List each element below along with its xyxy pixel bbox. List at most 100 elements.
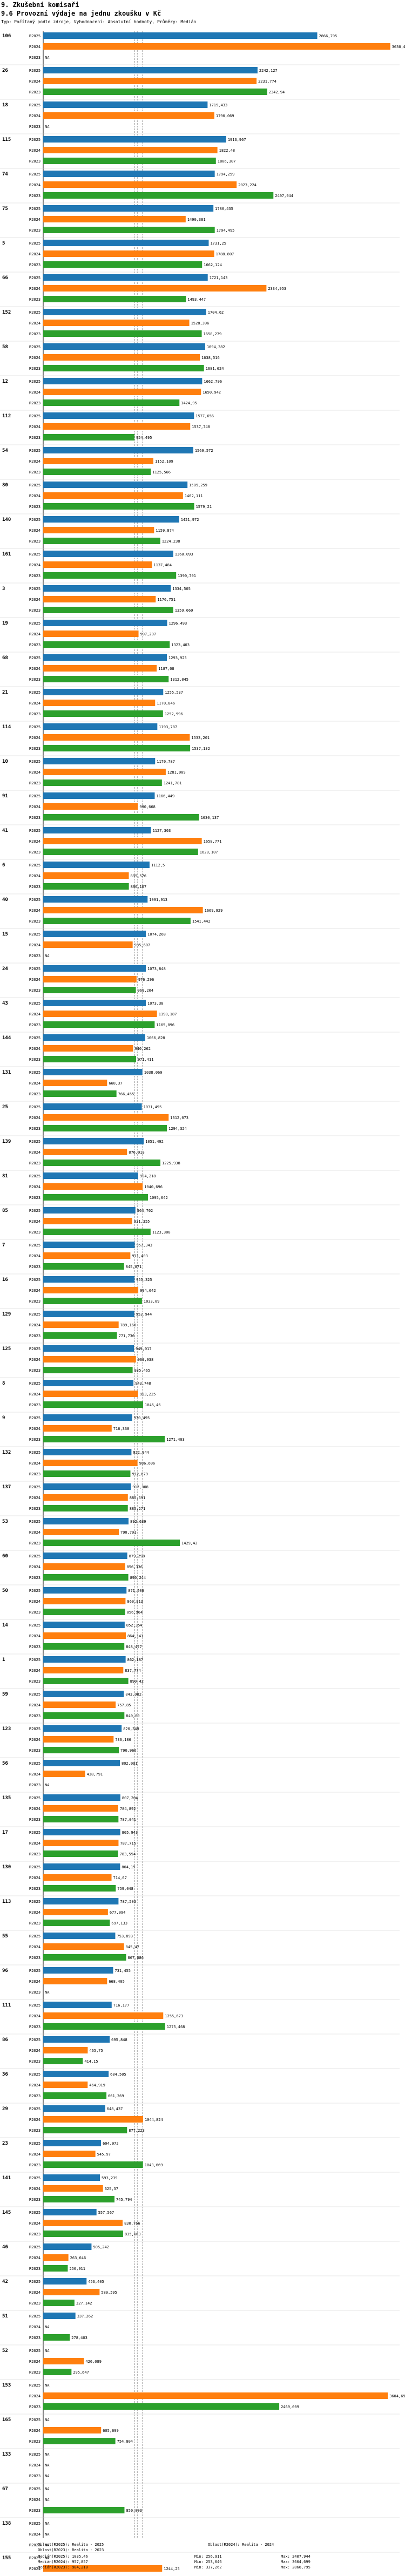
bar-value-label: 911,403 [132,1254,148,1258]
bar-r2025 [43,1345,134,1352]
bar-value-label: 1390,791 [178,574,196,578]
bar-value-label: 753,893 [117,1934,133,1938]
bar-value-label: 879,298 [129,1554,145,1558]
group-label: 138 [2,2521,11,2526]
bar-r2023 [43,2161,143,2168]
series-label: R2024 [29,1496,40,1500]
series-label: R2023 [29,677,40,682]
bar-value-label: 1252,996 [165,712,183,716]
series-label: R2024 [29,321,40,326]
series-label: R2023 [29,1438,40,1442]
series-label: R2023 [29,2198,40,2202]
group-label: 129 [2,1312,11,1317]
bar-value-label: 414,15 [84,2059,98,2064]
bar-value-label: 1704,62 [208,310,224,315]
bar-value-label: 845,871 [126,1265,142,1269]
bar-r2023 [43,227,215,233]
series-label: R2024 [29,943,40,947]
bar-r2024 [43,700,156,706]
bar-value-label: 1166,449 [156,794,174,798]
bar-value-label: 790,966 [120,1748,137,1753]
bar-r2023 [43,2334,70,2341]
bar-value-label: 766,455 [118,1092,134,1096]
bar-r2025 [43,1587,127,1594]
bar-r2025 [43,1829,120,1835]
bar-value-label: 1429,42 [181,1541,198,1545]
bar-value-label: 860,813 [127,1599,143,1604]
series-label: R2025 [29,172,40,177]
group-label: 60 [2,1554,8,1559]
bar-value-label: 1662,124 [204,263,222,267]
series-label: R2024 [29,632,40,636]
bar-r2025 [43,620,167,626]
bar-value-label: 876,913 [129,1150,145,1155]
bar-r2025 [43,2140,102,2146]
bar-value-label: 856,964 [127,1610,143,1615]
series-label: R2023 [29,1230,40,1235]
bar-value-label: 1137,484 [153,563,172,567]
series-label: R2024 [29,1219,40,1224]
bar-r2023 [43,1505,128,1511]
series-label: R2023 [29,539,40,544]
bar-r2023 [43,814,199,821]
series-label: R2023 [29,1023,40,1027]
series-label: R2025 [29,1278,40,1282]
bar-r2025 [43,274,208,281]
series-label: R2024 [29,528,40,533]
bar-r2024 [43,1805,118,1812]
max-r2025: Max: 2407,944 [281,2554,310,2559]
bar-r2023 [43,1367,133,1373]
min-r2023: Min: 337,262 [194,2565,222,2570]
bar-value-label: 784,892 [120,1807,136,1811]
group-label: 135 [2,1795,11,1801]
series-label: R2023 [29,194,40,198]
bar-value-label: 789,168 [120,1323,137,1327]
series-label: R2023 [29,505,40,509]
series-label: R2023 [29,1127,40,1131]
bar-value-label: 895,576 [131,874,147,878]
bar-value-label: 557,567 [98,2211,114,2215]
bar-value-label: 787,503 [120,1900,136,1904]
bar-r2024 [43,941,133,948]
group-label: 86 [2,2037,8,2043]
group-label: 55 [2,1934,8,1939]
series-label: R2025 [29,2349,40,2353]
group-label: 114 [2,724,11,730]
median-r2023: Medián(R2023): 984,218 [38,2565,88,2570]
bar-value-label: 990,668 [139,805,156,809]
series-label: R2023 [29,747,40,751]
bar-r2024 [43,1356,136,1362]
bar-value-label: 1190,187 [159,1012,177,1016]
series-label: R2023 [29,1092,40,1096]
bar-value-label: 890,42 [130,1679,144,1684]
series-label: R2024 [29,2394,40,2398]
series-label: R2024 [29,183,40,187]
series-label: R2023 [29,1783,40,1787]
bar-r2024 [43,907,203,913]
series-label: R2025 [29,1761,40,1766]
bar-value-label: 438,791 [87,1772,103,1777]
bar-value-label: 668,37 [109,1081,122,1086]
series-label: R2023 [29,643,40,647]
bar-value-label: 885,271 [130,1507,146,1511]
bar-r2024 [43,458,153,464]
bar-r2025 [43,1483,131,1490]
bar-r2025 [43,516,179,523]
group-label: 96 [2,1968,8,1974]
bar-value-label: 1569,572 [195,449,213,453]
bar-r2025 [43,67,258,73]
series-label: R2024 [29,390,40,395]
bar-r2025 [43,1725,122,1732]
series-label: R2024 [29,1807,40,1811]
bar-r2024 [43,2012,164,2019]
bar-value-label: 745,794 [116,2198,132,2202]
bar-r2024 [43,1736,114,1743]
bar-value-label: 931,355 [134,1219,150,1224]
series-label: R2023 [29,2301,40,2306]
series-label: R2023 [29,1887,40,1891]
legend-r2024: Oblast(R2024): Realita - 2024 [208,2543,274,2547]
bar-value-label: 935,465 [134,1368,151,1373]
bar-r2023 [43,538,160,544]
bar-r2024 [43,769,166,775]
